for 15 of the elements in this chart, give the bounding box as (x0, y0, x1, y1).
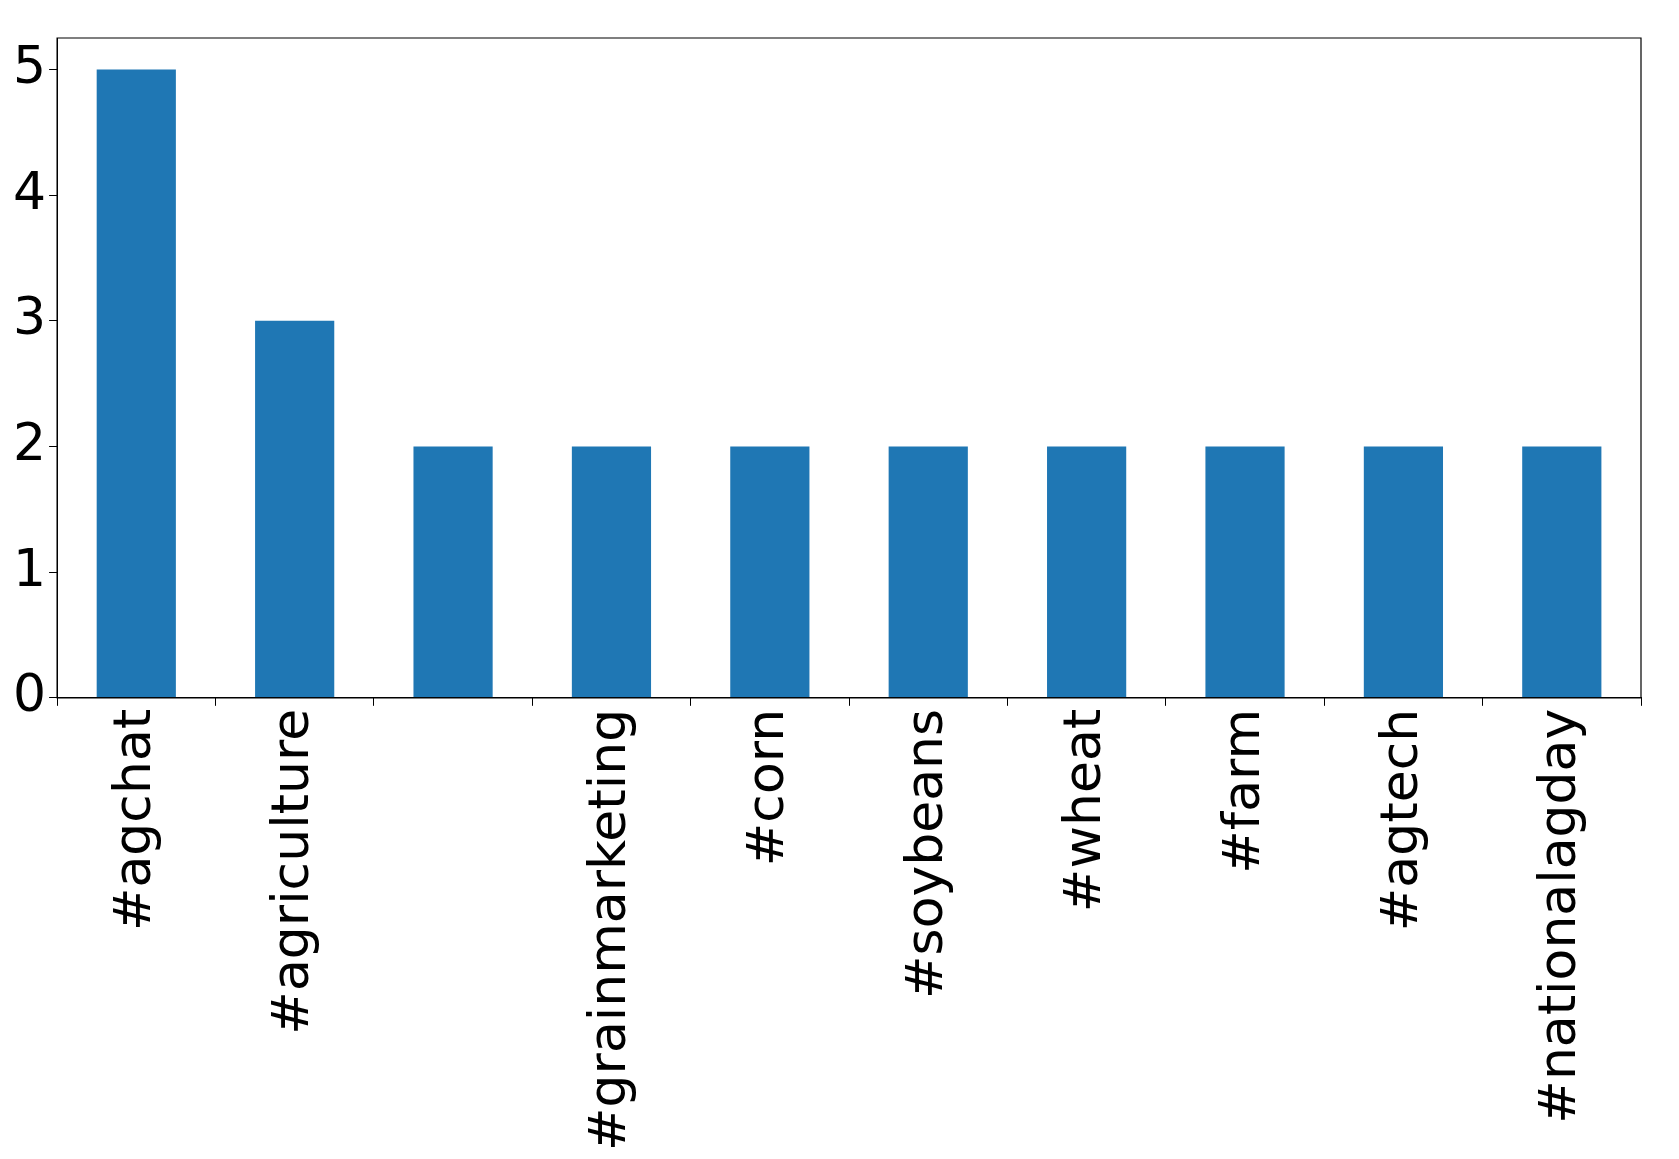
x-tick-label: #wheat (1052, 708, 1113, 913)
x-tick-label: #corn (735, 708, 796, 867)
x-tick-label: #farm (1210, 708, 1271, 874)
x-tick-label: #agriculture (260, 708, 321, 1035)
x-tick-label: #soybeans (893, 708, 954, 999)
x-tick-label: #nationalagday (1527, 708, 1588, 1124)
y-tick-label: 5 (12, 34, 47, 95)
y-tick-label: 3 (12, 286, 47, 347)
y-tick-label: 0 (12, 663, 47, 724)
x-tick-label: #agchat (101, 708, 162, 932)
x-tick-label: #agtech (1368, 708, 1429, 932)
y-tick-label: 4 (12, 160, 47, 221)
x-tick-label: #grainmarketing (576, 708, 637, 1152)
y-tick-label: 1 (12, 537, 47, 598)
y-tick-label: 2 (12, 411, 47, 472)
